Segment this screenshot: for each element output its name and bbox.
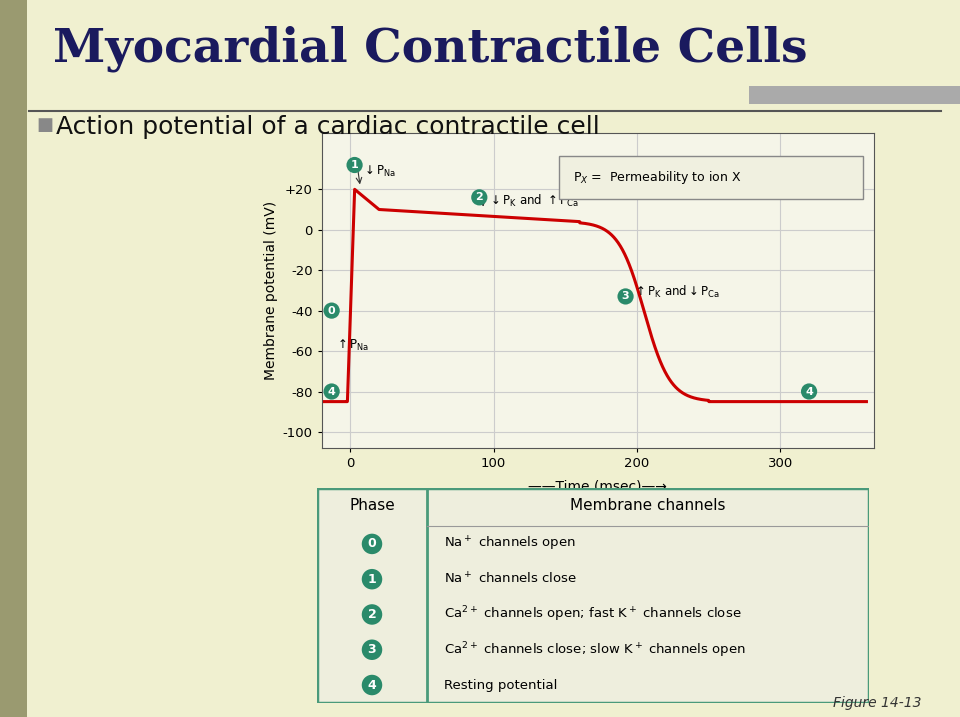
Text: ——Time (msec)—→: ——Time (msec)—→ [528, 480, 667, 494]
Y-axis label: Membrane potential (mV): Membrane potential (mV) [264, 201, 278, 380]
Text: P$_X$ =  Permeability to ion X: P$_X$ = Permeability to ion X [573, 169, 741, 186]
Text: $\downarrow$P$_\mathregular{Na}$: $\downarrow$P$_\mathregular{Na}$ [362, 163, 396, 179]
Text: 3: 3 [622, 291, 630, 301]
FancyBboxPatch shape [317, 488, 869, 703]
Text: 0: 0 [368, 538, 376, 551]
FancyBboxPatch shape [559, 156, 862, 199]
Text: Ca$^{2+}$ channels close; slow K$^+$ channels open: Ca$^{2+}$ channels close; slow K$^+$ cha… [444, 640, 746, 660]
Text: ■: ■ [36, 116, 54, 134]
Text: $\uparrow$P$_\mathregular{K}$ and$\downarrow$P$_\mathregular{Ca}$: $\uparrow$P$_\mathregular{K}$ and$\downa… [633, 285, 720, 300]
Text: 2: 2 [368, 608, 376, 621]
Text: Na$^+$ channels open: Na$^+$ channels open [444, 535, 575, 553]
Text: Figure 14-13: Figure 14-13 [833, 695, 922, 710]
Text: Action potential of a cardiac contractile cell: Action potential of a cardiac contractil… [56, 115, 599, 138]
Text: Na$^+$ channels close: Na$^+$ channels close [444, 571, 577, 587]
Text: 1: 1 [368, 573, 376, 586]
Text: Myocardial Contractile Cells: Myocardial Contractile Cells [53, 25, 807, 72]
Text: 3: 3 [368, 643, 376, 656]
Text: $\uparrow$P$_\mathregular{Na}$: $\uparrow$P$_\mathregular{Na}$ [334, 338, 369, 353]
Text: Ca$^{2+}$ channels open; fast K$^+$ channels close: Ca$^{2+}$ channels open; fast K$^+$ chan… [444, 604, 741, 625]
Text: 0: 0 [327, 305, 335, 315]
Text: Membrane channels: Membrane channels [570, 498, 726, 513]
Text: 4: 4 [327, 386, 336, 397]
Text: Resting potential: Resting potential [444, 678, 557, 691]
Text: 4: 4 [805, 386, 813, 397]
Text: 2: 2 [475, 192, 483, 202]
Text: 1: 1 [350, 160, 358, 170]
Text: Phase: Phase [349, 498, 395, 513]
Text: 4: 4 [368, 678, 376, 691]
Text: $\downarrow$P$_\mathregular{K}$ and $\uparrow$P$_\mathregular{Ca}$: $\downarrow$P$_\mathregular{K}$ and $\up… [488, 194, 579, 209]
